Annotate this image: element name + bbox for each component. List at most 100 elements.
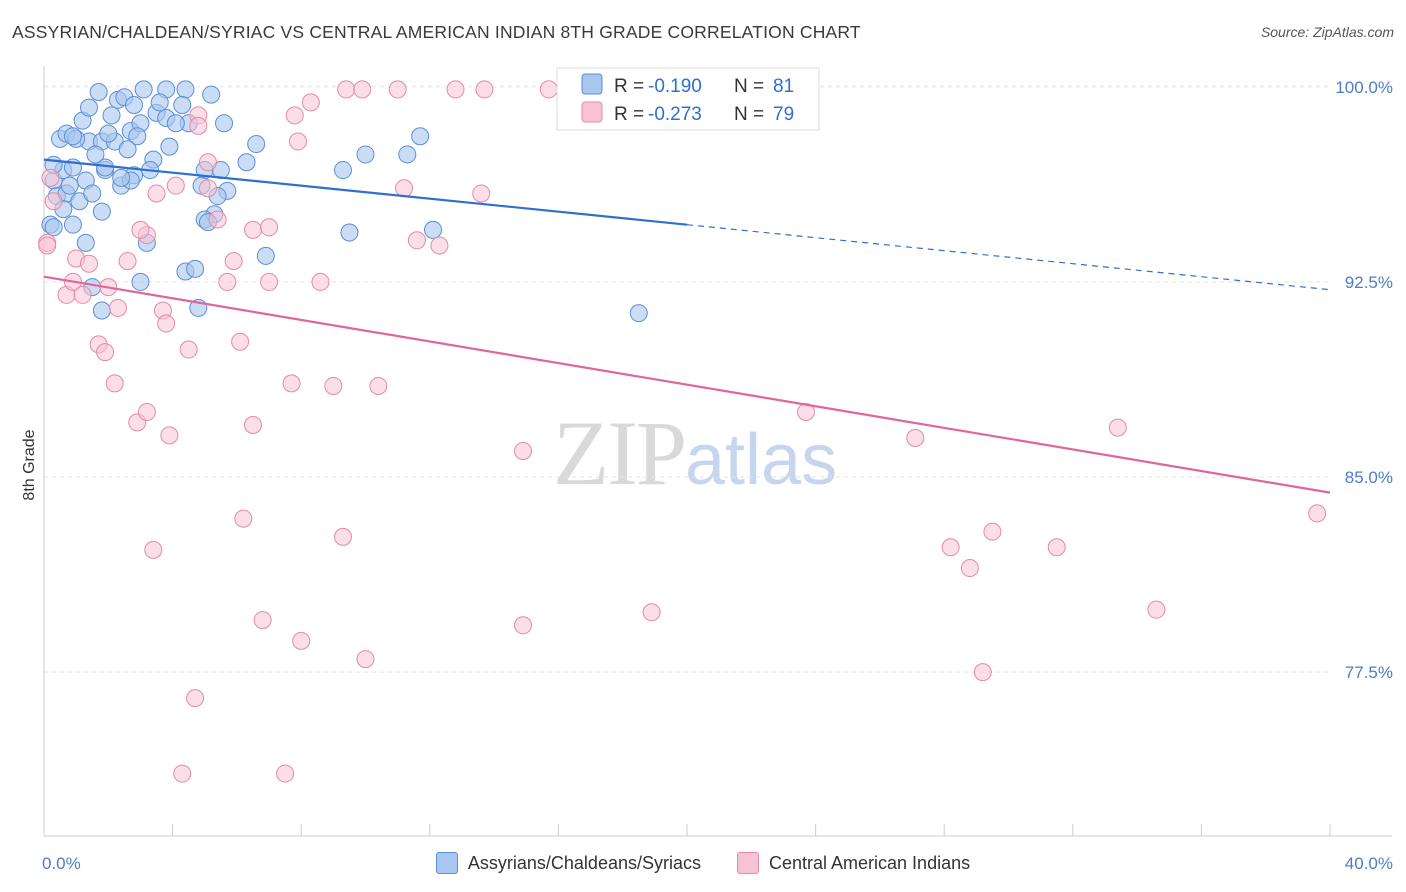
pink-point (44, 192, 63, 211)
blue-point (128, 127, 147, 146)
blue-point (202, 85, 221, 104)
watermark: ZIPatlas (553, 400, 837, 506)
pink-point (108, 298, 127, 317)
trend-line-pink (43, 275, 1331, 494)
trend-line-blue-dashed (686, 224, 1331, 291)
legend-n-label-2: N = (734, 104, 764, 125)
pink-point (475, 80, 494, 99)
pink-point (333, 527, 352, 546)
blue-point (340, 223, 359, 242)
pink-point (539, 80, 558, 99)
watermark-atlas: atlas (685, 420, 838, 500)
pink-point (253, 611, 272, 630)
pink-point (179, 340, 198, 359)
pink-point (388, 80, 407, 99)
legend-swatch-assyrians (435, 852, 458, 874)
blue-point (44, 218, 63, 237)
pink-point (234, 509, 253, 528)
pink-point (514, 442, 533, 460)
pink-point (973, 663, 992, 682)
legend-swatch-blue (581, 73, 603, 95)
blue-point (166, 114, 185, 133)
blue-point (99, 124, 118, 143)
pink-point (218, 272, 237, 291)
pink-point (430, 236, 449, 255)
pink-point (160, 426, 179, 445)
blue-point (160, 137, 179, 156)
pink-point (285, 106, 304, 125)
trend-lines (43, 158, 1331, 494)
blue-point (102, 106, 121, 125)
pink-point (395, 179, 414, 198)
pink-point (260, 272, 279, 291)
blue-point (63, 215, 82, 234)
chart-source: Source: ZipAtlas.com (1260, 24, 1394, 40)
pink-point (38, 236, 57, 255)
pink-point (960, 559, 979, 578)
pink-point (231, 332, 250, 351)
blue-point (92, 202, 111, 221)
pink-point (1147, 600, 1166, 619)
pink-point (96, 343, 115, 362)
series-assyrians-points (41, 80, 648, 323)
legend-r-label-1: R = (614, 76, 644, 97)
legend-item-central-american: Central American Indians (737, 852, 970, 874)
pink-point (208, 210, 227, 229)
pink-point (301, 93, 320, 112)
pink-point (131, 220, 150, 239)
pink-point (243, 220, 262, 239)
axes (43, 66, 1392, 837)
blue-point (629, 304, 648, 323)
pink-point (983, 522, 1002, 541)
tick-labels: 100.0% 92.5% 85.0% 77.5% 0.0% 40.0% (42, 78, 1393, 873)
y-tick-label: 92.5% (1345, 273, 1393, 292)
pink-point (941, 538, 960, 557)
watermark-zip: ZIP (553, 402, 687, 504)
pink-point (198, 153, 217, 172)
blue-point (398, 145, 417, 164)
x-tick-label: 40.0% (1345, 854, 1393, 873)
pink-point (1308, 504, 1327, 523)
pink-point (137, 402, 156, 421)
pink-point (118, 252, 137, 271)
pink-point (144, 540, 163, 559)
legend-n-value-2: 79 (773, 104, 794, 125)
pink-point (514, 616, 533, 635)
blue-point (83, 184, 102, 203)
legend-r-value-2: -0.273 (648, 104, 702, 125)
blue-point (215, 114, 234, 133)
blue-point (118, 140, 137, 159)
blue-point (86, 145, 105, 164)
blue-point (237, 153, 256, 172)
blue-point (186, 259, 205, 278)
pink-point (906, 428, 925, 447)
blue-point (60, 176, 79, 195)
y-tick-label: 77.5% (1345, 663, 1393, 682)
pink-point (288, 132, 307, 151)
pink-point (166, 176, 185, 195)
pink-point (369, 376, 388, 395)
pink-point (642, 603, 661, 622)
blue-point (411, 127, 430, 146)
pink-point (353, 80, 372, 99)
blue-point (134, 80, 153, 99)
blue-point (80, 98, 99, 117)
pink-point (276, 764, 295, 783)
pink-point (224, 252, 243, 271)
blue-point (76, 233, 95, 252)
y-tick-label: 85.0% (1345, 468, 1393, 487)
pink-point (356, 650, 375, 669)
pink-point (337, 80, 356, 99)
pink-point (311, 272, 330, 291)
pink-point (198, 179, 217, 198)
pink-point (186, 689, 205, 708)
pink-point (292, 631, 311, 650)
pink-point (173, 764, 192, 783)
pink-point (1108, 418, 1127, 437)
blue-point (247, 135, 266, 154)
x-tick-label: 0.0% (42, 854, 81, 873)
blue-point (256, 246, 275, 265)
pink-point (189, 116, 208, 135)
pink-point (105, 374, 124, 393)
legend-swatch-pink (581, 101, 603, 123)
